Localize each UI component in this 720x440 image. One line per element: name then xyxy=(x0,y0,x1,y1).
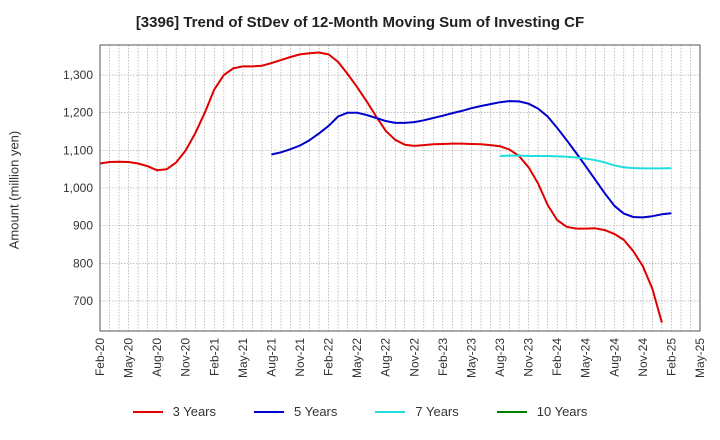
x-tick-label: Nov-21 xyxy=(293,338,307,377)
x-tick-label: Aug-21 xyxy=(264,338,278,377)
x-tick-label: Feb-23 xyxy=(436,338,450,376)
x-tick-label: May-23 xyxy=(464,338,478,378)
legend-swatch xyxy=(132,410,163,413)
x-tick-label: Aug-24 xyxy=(607,338,621,377)
legend-swatch xyxy=(254,410,284,413)
y-tick-label: 1,300 xyxy=(63,68,93,82)
y-tick-labels: 700 800 900 1,000 1,100 1,200 1,300 xyxy=(63,68,93,308)
x-tick-label: Nov-20 xyxy=(179,338,193,377)
chart-title: [3396] Trend of StDev of 12-Month Moving… xyxy=(135,14,585,31)
x-tick-label: Feb-24 xyxy=(550,338,564,376)
x-tick-label: Feb-21 xyxy=(207,338,221,376)
x-tick-label: May-24 xyxy=(579,338,593,378)
series-line-3-years xyxy=(99,51,663,323)
x-tick-label: Nov-23 xyxy=(522,338,536,377)
chart-plot: 700 800 900 1,000 1,100 1,200 1,300 Feb-20 May-… xyxy=(63,44,707,378)
y-tick-label: 1,100 xyxy=(63,143,93,157)
x-tick-label: Aug-22 xyxy=(379,338,393,377)
legend-label: 7 Years xyxy=(415,404,459,419)
legend-item: 7 Years xyxy=(375,404,459,419)
legend: 3 Years 5 Years 7 Years 10 Years xyxy=(0,404,720,419)
x-tick-label: May-22 xyxy=(350,338,364,378)
legend-item: 3 Years xyxy=(132,404,216,419)
plot-frame xyxy=(99,44,701,332)
legend-label: 5 Years xyxy=(294,404,338,419)
y-tick-label: 700 xyxy=(73,294,93,308)
series-line-5-years xyxy=(271,100,672,219)
legend-item: 5 Years xyxy=(254,404,337,419)
legend-label: 3 Years xyxy=(172,404,216,419)
legend-swatch xyxy=(375,410,406,413)
y-tick-label: 1,200 xyxy=(63,106,93,120)
x-tick-label: Feb-25 xyxy=(664,338,678,376)
x-tick-label: May-20 xyxy=(122,338,136,378)
x-tick-label: Aug-23 xyxy=(493,338,507,377)
x-tick-label: Feb-22 xyxy=(322,338,336,376)
x-tick-label: Nov-24 xyxy=(636,338,650,377)
x-tick-label: Nov-22 xyxy=(407,338,421,377)
x-tick-label: Feb-20 xyxy=(93,338,107,376)
series-lines xyxy=(99,51,672,323)
legend-label: 10 Years xyxy=(536,404,588,419)
y-tick-label: 1,000 xyxy=(63,181,93,195)
series-line-7-years xyxy=(499,154,672,170)
y-tick-label: 800 xyxy=(73,256,93,270)
grid-lines xyxy=(99,45,701,331)
x-tick-label: May-25 xyxy=(693,338,707,378)
x-tick-label: May-21 xyxy=(236,338,250,378)
x-tick-label: Aug-20 xyxy=(150,338,164,377)
legend-item: 10 Years xyxy=(496,404,588,419)
legend-swatch xyxy=(496,410,527,413)
x-tick-labels: Feb-20 May-20 Aug-20 Nov-20 Feb-21 May-21 Aug-… xyxy=(93,338,707,378)
y-tick-label: 900 xyxy=(73,219,93,233)
